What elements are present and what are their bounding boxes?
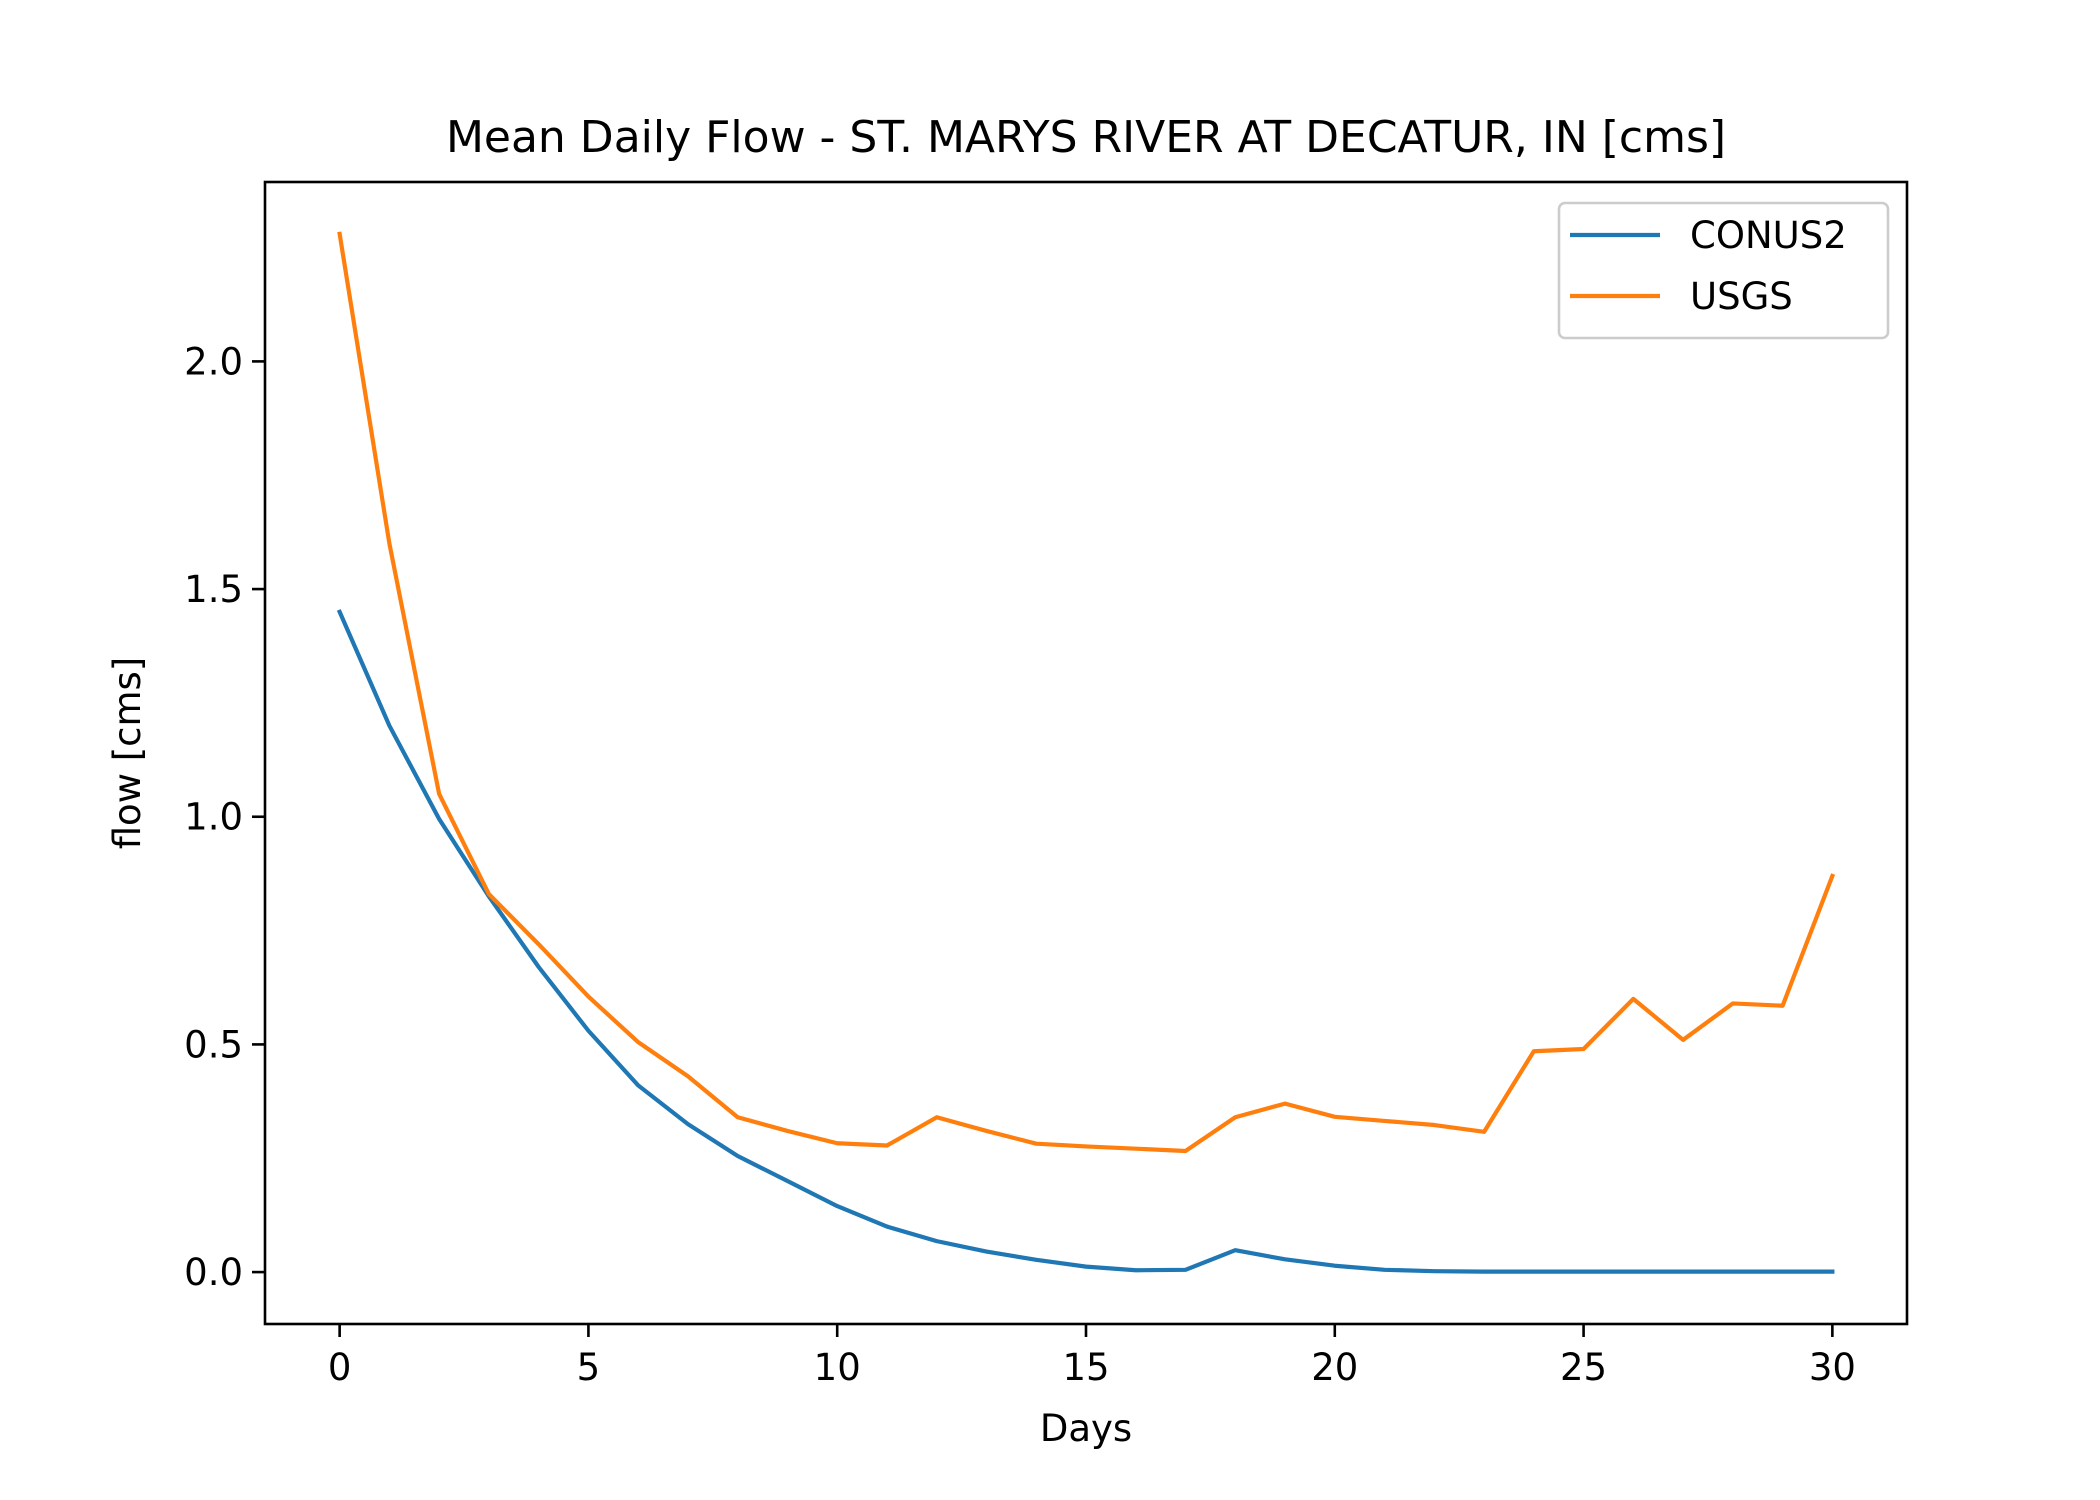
x-tick-label: 20 <box>1311 1346 1358 1389</box>
legend-label-usgs: USGS <box>1690 275 1793 318</box>
x-tick-label: 10 <box>814 1346 861 1389</box>
x-tick-label: 0 <box>328 1346 352 1389</box>
y-tick-label: 1.0 <box>184 796 243 839</box>
chart-title: Mean Daily Flow - ST. MARYS RIVER AT DEC… <box>446 112 1726 163</box>
x-axis-ticks: 0 5 10 15 20 25 30 <box>328 1324 1856 1389</box>
x-tick-label: 25 <box>1560 1346 1607 1389</box>
legend-label-conus2: CONUS2 <box>1690 214 1847 257</box>
y-tick-label: 2.0 <box>184 340 243 383</box>
x-tick-label: 15 <box>1062 1346 1109 1389</box>
series-group <box>336 231 1836 1274</box>
y-axis-ticks: 0.0 0.5 1.0 1.5 2.0 <box>184 340 265 1294</box>
y-axis-label: flow [cms] <box>106 657 149 850</box>
series-line-conus2 <box>336 609 1835 1274</box>
series-line-usgs <box>337 231 1836 1154</box>
y-tick-label: 0.5 <box>184 1023 243 1066</box>
x-tick-label: 30 <box>1809 1346 1856 1389</box>
x-tick-label: 5 <box>577 1346 601 1389</box>
x-axis-label: Days <box>1040 1407 1132 1450</box>
legend: CONUS2 USGS <box>1557 201 1890 340</box>
y-tick-label: 1.5 <box>184 568 243 611</box>
y-tick-label: 0.0 <box>184 1251 243 1294</box>
